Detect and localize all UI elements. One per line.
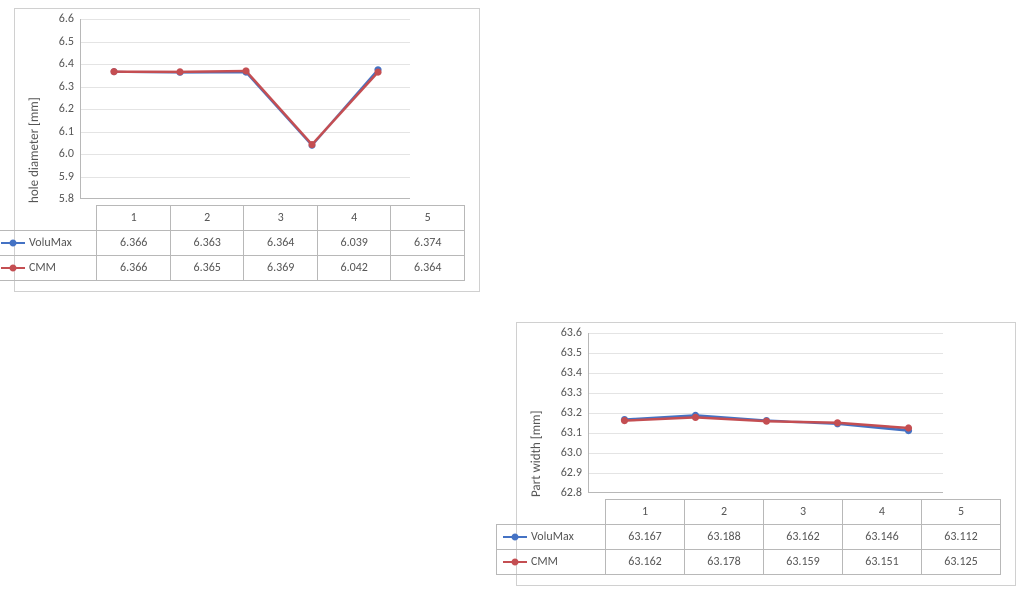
y-tick-label: 6.6 — [44, 12, 74, 26]
legend-marker — [503, 536, 527, 539]
table-category-header: 2 — [685, 500, 764, 525]
y-tick-label: 6.3 — [44, 80, 74, 94]
plot-area — [80, 19, 410, 199]
y-tick-label: 5.9 — [44, 170, 74, 184]
y-axis-label: hole diameter [mm] — [25, 19, 44, 281]
y-tick-label: 63.0 — [546, 446, 582, 460]
table-category-header: 3 — [244, 206, 318, 231]
series-marker — [692, 414, 699, 421]
legend-marker — [503, 561, 527, 564]
legend-line-icon — [503, 536, 527, 539]
table-cell: 6.039 — [317, 231, 391, 256]
legend-cell: VoluMax — [497, 525, 606, 550]
y-tick-label: 63.2 — [546, 406, 582, 420]
y-tick-label: 6.4 — [44, 57, 74, 71]
y-tick-label: 6.2 — [44, 102, 74, 116]
legend-dot-icon — [512, 559, 519, 566]
table-cell: 6.364 — [391, 256, 465, 281]
series-line — [114, 70, 378, 145]
legend-line-icon — [1, 267, 25, 270]
y-tick-label: 63.1 — [546, 426, 582, 440]
y-ticks: 6.6 6.5 6.4 6.3 6.2 6.1 6.0 5.9 5.8 — [44, 12, 80, 206]
table-category-header: 3 — [764, 500, 843, 525]
table-cell: 63.167 — [606, 525, 685, 550]
table-cell: 63.159 — [764, 550, 843, 575]
y-tick-label: 6.5 — [44, 35, 74, 49]
y-ticks: 63.6 63.5 63.4 63.3 63.2 63.1 63.0 62.9 62.8 — [546, 326, 588, 500]
table-cell: 63.112 — [921, 525, 1000, 550]
y-tick-label: 62.8 — [546, 486, 582, 500]
plot-row: 63.663.563.463.363.263.163.062.962.8 — [546, 333, 1001, 500]
table-category-header: 4 — [842, 500, 921, 525]
series-marker — [242, 67, 249, 74]
table-cell: 63.125 — [921, 550, 1000, 575]
series-marker — [905, 424, 912, 431]
table-cell: 63.151 — [842, 550, 921, 575]
table-cell: 63.162 — [606, 550, 685, 575]
series-marker — [110, 68, 117, 75]
legend-marker — [1, 242, 25, 245]
table-category-header: 1 — [606, 500, 685, 525]
y-tick-label: 63.5 — [546, 346, 582, 360]
legend-line-icon — [1, 242, 25, 245]
legend-cell: CMM — [0, 256, 97, 281]
table-category-header: 1 — [97, 206, 171, 231]
plot-svg — [589, 333, 944, 493]
chart-panel-hole-diameter: hole diameter [mm] 6.6 6.5 6.4 6.3 6.2 6.1 6.0… — [14, 8, 480, 292]
series-marker — [621, 417, 628, 424]
legend-dot-icon — [512, 534, 519, 541]
chart-area: Part width [mm] 63.663.563.463.363.263.1… — [527, 333, 1001, 575]
table-cell: 63.178 — [685, 550, 764, 575]
table-category-header: 2 — [170, 206, 244, 231]
legend-cell: VoluMax — [0, 231, 97, 256]
table-cell: 63.188 — [685, 525, 764, 550]
y-tick-label: 5.8 — [44, 192, 74, 206]
y-tick-label: 63.3 — [546, 386, 582, 400]
y-tick-label: 63.4 — [546, 366, 582, 380]
table-cell: 6.363 — [170, 231, 244, 256]
legend-dot-icon — [10, 240, 17, 247]
table-category-header: 4 — [317, 206, 391, 231]
plot-row: 6.66.56.46.36.26.16.05.95.8 — [44, 19, 465, 206]
data-table: 12345VoluMax6.3666.3636.3646.0396.374CMM… — [0, 205, 465, 281]
table-cell: 6.042 — [317, 256, 391, 281]
table-cell: 63.146 — [842, 525, 921, 550]
data-table: 12345VoluMax63.16763.18863.16263.14663.1… — [496, 499, 1001, 575]
series-marker — [374, 69, 381, 76]
table-cell: 6.374 — [391, 231, 465, 256]
table-empty-corner — [497, 500, 606, 525]
y-tick-label: 6.1 — [44, 125, 74, 139]
legend-line-icon — [503, 561, 527, 564]
chart-area: hole diameter [mm] 6.66.56.46.36.26.16.0… — [25, 19, 465, 281]
legend-marker — [1, 267, 25, 270]
table-category-header: 5 — [921, 500, 1000, 525]
series-line — [114, 71, 378, 145]
legend-dot-icon — [10, 265, 17, 272]
legend-cell: CMM — [497, 550, 606, 575]
table-cell: 63.162 — [764, 525, 843, 550]
table-cell: 6.364 — [244, 231, 318, 256]
plot-area — [588, 333, 943, 493]
table-cell: 6.369 — [244, 256, 318, 281]
plot-wrap: 6.66.56.46.36.26.16.05.95.8 12345VoluMax… — [44, 19, 465, 281]
chart-panel-part-width: Part width [mm] 63.6 63.5 63.4 63.3 63.2 63.1… — [516, 322, 1016, 586]
table-category-header: 5 — [391, 206, 465, 231]
y-tick-label: 6.0 — [44, 147, 74, 161]
series-marker — [834, 419, 841, 426]
table-empty-corner — [0, 206, 97, 231]
table-cell: 6.366 — [97, 231, 171, 256]
y-axis-label: Part width [mm] — [527, 333, 546, 575]
plot-wrap: 63.663.563.463.363.263.163.062.962.8 123… — [546, 333, 1001, 575]
series-marker — [176, 68, 183, 75]
y-tick-label: 62.9 — [546, 466, 582, 480]
series-marker — [308, 141, 315, 148]
table-cell: 6.366 — [97, 256, 171, 281]
plot-svg — [81, 19, 411, 199]
series-marker — [763, 418, 770, 425]
y-tick-label: 63.6 — [546, 326, 582, 340]
table-cell: 6.365 — [170, 256, 244, 281]
